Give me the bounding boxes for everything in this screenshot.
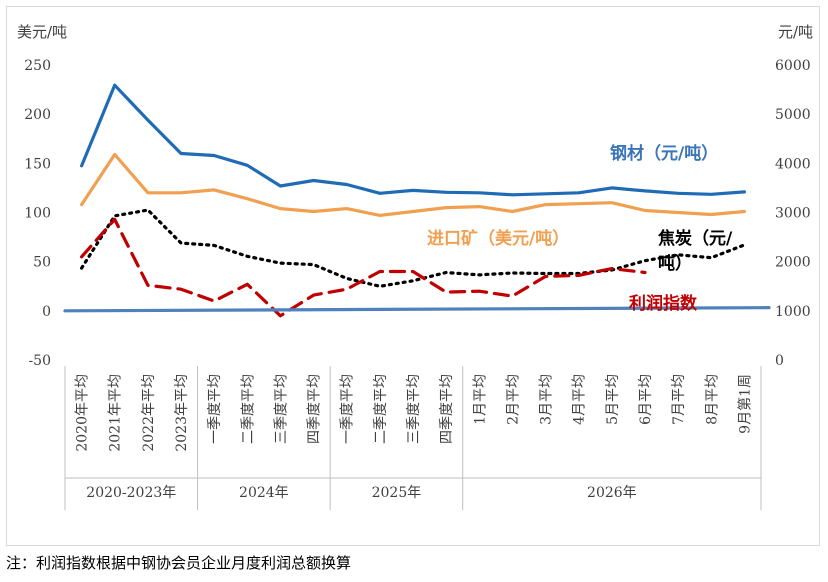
series-label: 钢材（元/吨） [610, 143, 718, 164]
x-tick-label: 一季度平均 [340, 374, 356, 444]
left-tick-label: 50 [33, 255, 51, 271]
series-label: 利润指数 [629, 293, 698, 314]
group-label: 2026年 [587, 485, 637, 501]
right-tick-label: 2000 [775, 255, 811, 271]
x-tick-label: 2020年平均 [75, 374, 91, 452]
x-tick-label: 二季度平均 [373, 374, 389, 444]
x-tick-label: 四季度平均 [439, 374, 455, 444]
right-axis-unit: 元/吨 [778, 23, 813, 41]
x-tick-label: 3月平均 [539, 374, 555, 425]
x-tick-label: 2023年平均 [174, 374, 190, 452]
x-tick-label: 一季度平均 [207, 374, 223, 444]
right-tick-label: 3000 [775, 206, 811, 222]
series-label: 吨） [658, 253, 692, 274]
x-tick-label: 8月平均 [704, 374, 720, 425]
group-label: 2020-2023年 [86, 485, 176, 501]
x-tick-label: 2022年平均 [141, 374, 157, 452]
right-tick-label: 4000 [775, 156, 811, 172]
x-tick-label: 2021年平均 [108, 374, 124, 452]
x-tick-label: 6月平均 [638, 374, 654, 425]
x-tick-label: 二季度平均 [240, 374, 256, 444]
series-line-3 [80, 217, 647, 318]
left-tick-label: 200 [24, 107, 51, 123]
line-chart: 美元/吨 元/吨 -50 0 50 100 150 200 250 0 1000 2000 3000 40… [17, 23, 813, 510]
group-label: 2025年 [372, 485, 422, 501]
right-tick-label: 1000 [775, 304, 811, 320]
left-axis-unit: 美元/吨 [17, 23, 67, 41]
right-tick-label: 5000 [775, 107, 811, 123]
x-tick-label: 9月第1周 [736, 374, 753, 434]
series-label: 进口矿（美元/吨） [427, 228, 569, 249]
x-tick-label: 四季度平均 [307, 374, 323, 444]
x-tick-label: 三季度平均 [406, 374, 422, 444]
x-tick-label: 7月平均 [671, 374, 687, 425]
left-tick-label: 250 [24, 58, 51, 74]
series-line-1 [80, 152, 746, 217]
left-tick-label: 150 [24, 156, 51, 172]
left-tick-label: -50 [28, 353, 51, 369]
x-tick-label: 2月平均 [505, 374, 521, 425]
left-tick-label: 0 [42, 304, 51, 320]
series-label: 焦炭（元/ [657, 228, 733, 249]
series-line-2 [80, 208, 746, 288]
series-line-4 [63, 306, 771, 313]
x-tick-label: 5月平均 [605, 374, 621, 425]
footnote: 注：利润指数根据中钢协会员企业月度利润总额换算 [6, 554, 352, 572]
x-tick-label: 1月平均 [472, 374, 488, 425]
chart-frame: 美元/吨 元/吨 -50 0 50 100 150 200 250 0 1000 2000 3000 40… [6, 6, 820, 546]
group-label: 2024年 [239, 485, 289, 501]
series-line-0 [80, 83, 746, 197]
x-tick-label: 三季度平均 [273, 374, 289, 444]
right-tick-label: 6000 [775, 58, 811, 74]
x-tick-label: 4月平均 [572, 374, 588, 425]
right-tick-label: 0 [775, 353, 784, 369]
left-tick-label: 100 [24, 206, 51, 222]
